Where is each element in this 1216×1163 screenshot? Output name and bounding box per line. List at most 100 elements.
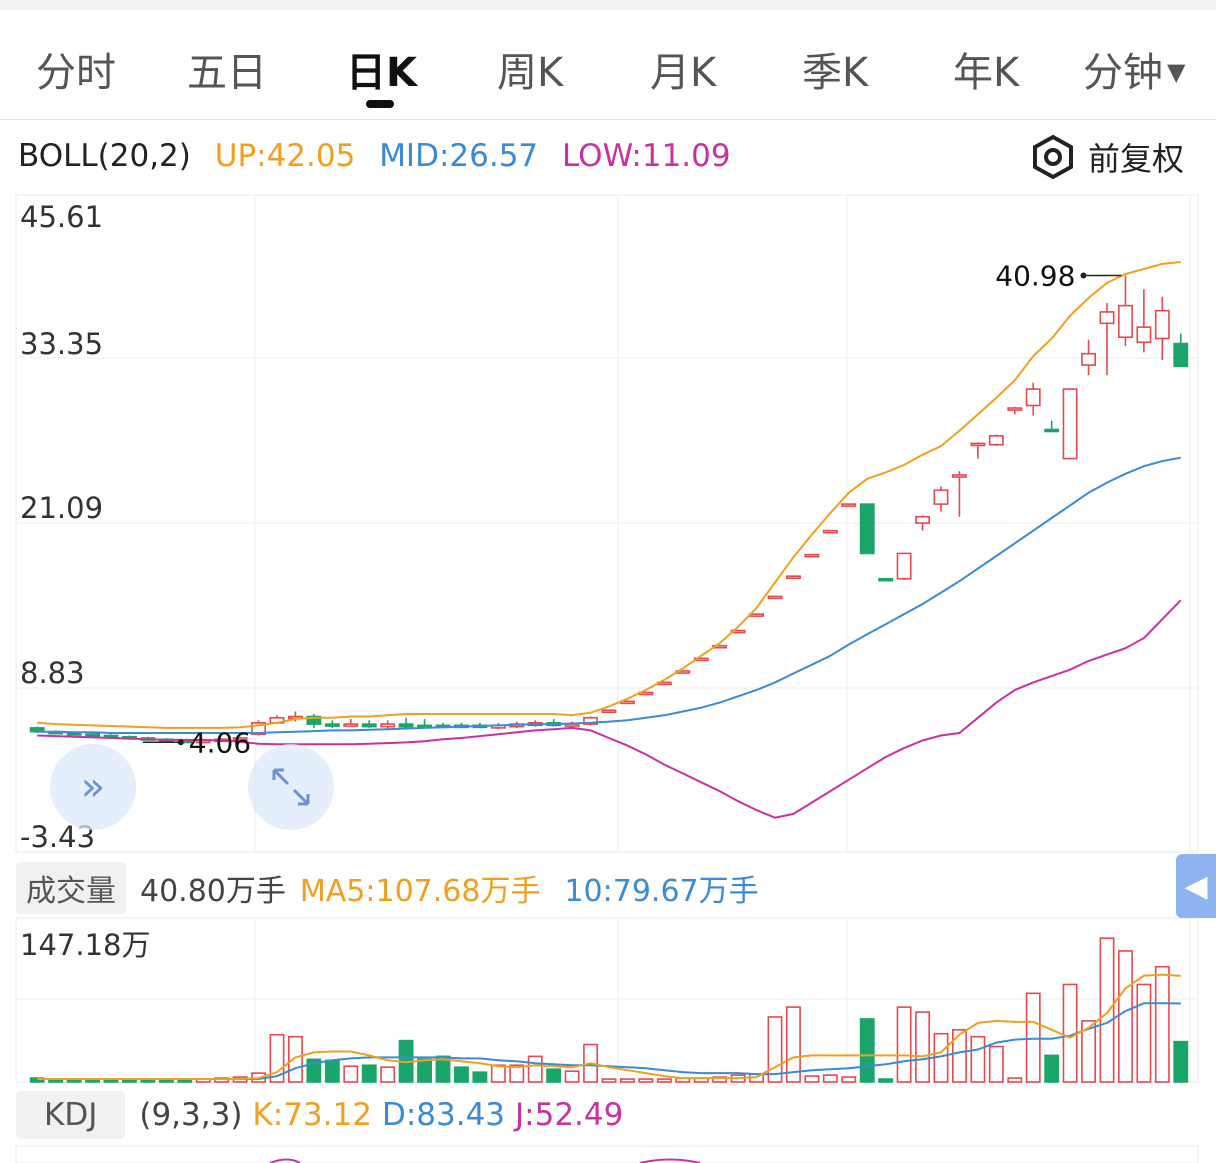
volume-bar — [841, 1076, 857, 1083]
volume-bar — [822, 1074, 838, 1083]
tab-3[interactable]: 周K — [497, 40, 563, 98]
tab-1[interactable]: 五日 — [187, 40, 267, 98]
volume-bar — [454, 1066, 469, 1083]
candle-body — [841, 503, 857, 507]
candle-body — [767, 595, 783, 600]
volume-bar — [435, 1055, 451, 1083]
volume-bar — [712, 1076, 728, 1083]
volume-bar — [472, 1071, 488, 1083]
top-strip — [0, 0, 1216, 10]
candle-body — [749, 613, 764, 617]
tab-label: 周K — [497, 50, 564, 96]
candle-body — [324, 723, 340, 727]
volume-bar — [417, 1058, 432, 1083]
candle-body — [915, 515, 930, 524]
candle-body — [601, 709, 617, 713]
volume-bar — [380, 1066, 396, 1083]
tab-2[interactable]: 日K — [346, 40, 417, 98]
volume-bar — [896, 1006, 912, 1083]
max-price-label: 40.98 — [995, 260, 1075, 293]
volume-badge[interactable]: 成交量 — [16, 862, 126, 914]
candle-body — [1118, 304, 1133, 339]
tab-0[interactable]: 分时 — [36, 40, 116, 98]
volume-bar — [1099, 937, 1115, 1083]
volume-bar — [988, 1045, 1004, 1083]
volume-ma5-line — [37, 973, 1181, 1080]
volume-bar — [620, 1078, 635, 1083]
candle-body — [933, 489, 949, 505]
price-adjust-button[interactable]: 前复权 — [1030, 134, 1184, 180]
min-price-dot — [177, 739, 184, 746]
candle-body — [398, 723, 414, 728]
volume-current: 40.80万手 — [140, 874, 286, 909]
volume-bar — [878, 1078, 894, 1083]
fullscreen-arrows-icon — [272, 768, 310, 806]
price-axis-label: 45.61 — [20, 200, 104, 234]
volume-bar — [1025, 992, 1041, 1083]
volume-bar — [288, 1035, 303, 1083]
tab-label: 月K — [650, 50, 717, 96]
candle-body — [361, 723, 377, 728]
volume-bar — [1118, 950, 1133, 1083]
boll-mid-line — [37, 456, 1181, 734]
volume-ma10: 10:79.67万手 — [564, 874, 759, 909]
candle-body — [1025, 388, 1041, 407]
price-axis-label: 8.83 — [20, 656, 85, 690]
volume-bar — [324, 1059, 340, 1083]
tab-label: 日K — [346, 50, 417, 96]
volume-bar — [343, 1065, 359, 1083]
candle-body — [1173, 342, 1189, 368]
tab-4[interactable]: 月K — [650, 40, 716, 98]
kdj-d: D:83.43 — [381, 1097, 506, 1133]
candle-body — [804, 553, 820, 558]
price-axis-label: 33.35 — [20, 327, 104, 361]
kdj-k: K:73.12 — [252, 1097, 372, 1133]
candle-body — [859, 503, 875, 555]
volume-bar — [656, 1078, 672, 1083]
fullscreen-button[interactable] — [248, 744, 334, 830]
tab-7[interactable]: 分钟 ▼ — [1083, 40, 1185, 98]
candle-body — [988, 435, 1004, 446]
candle-body — [786, 575, 801, 579]
tab-5[interactable]: 季K — [802, 40, 868, 98]
candle-body — [1136, 326, 1152, 344]
collapse-panel-button[interactable]: ◀ — [1176, 854, 1216, 918]
boll-up-value: UP:42.05 — [214, 138, 356, 174]
expand-chart-button[interactable]: » — [50, 744, 136, 830]
kdj-legend: KDJ (9,3,3) K:73.12 D:83.43 J:52.49 — [16, 1090, 623, 1140]
candle-body — [822, 529, 838, 534]
kdj-j-line — [639, 1158, 701, 1163]
boll-low-line — [37, 599, 1182, 819]
volume-bar — [509, 1064, 525, 1083]
volume-bar — [952, 1028, 967, 1083]
boll-mid-value: MID:26.57 — [379, 138, 539, 174]
kdj-panel-frame — [15, 1145, 1199, 1163]
price-axis-label: 21.09 — [20, 491, 104, 525]
volume-legend: 成交量 40.80万手 MA5:107.68万手 10:79.67万手 — [16, 862, 759, 914]
kdj-badge[interactable]: KDJ — [16, 1091, 126, 1139]
volume-axis-max: 147.18万 — [20, 928, 151, 962]
volume-ma5: MA5:107.68万手 — [299, 874, 541, 909]
candle-body — [970, 442, 986, 447]
tab-label: 五日 — [187, 50, 267, 96]
period-tab-bar: 分时 五日 日K 周K 月K 季K 年K 分钟 ▼ — [0, 10, 1216, 120]
max-price-dot — [1080, 272, 1087, 279]
candle-body — [85, 733, 100, 738]
min-price-label: 4.06 — [189, 726, 251, 759]
volume-bar — [970, 1035, 986, 1083]
candle-body — [232, 737, 248, 741]
candle-body — [306, 715, 322, 725]
volume-bar — [859, 1018, 875, 1083]
tab-6[interactable]: 年K — [953, 40, 1019, 98]
boll-name: BOLL(20,2) — [18, 138, 191, 174]
candle-body — [878, 577, 894, 582]
kdj-params: (9,3,3) — [139, 1097, 243, 1133]
active-tab-indicator — [366, 100, 394, 108]
volume-bar — [638, 1078, 654, 1083]
candle-body — [380, 723, 396, 728]
volume-bar — [490, 1064, 506, 1083]
boll-legend: BOLL(20,2) UP:42.05 MID:26.57 LOW:11.09 — [18, 138, 745, 174]
candle-body — [1099, 311, 1115, 325]
volume-bar — [564, 1070, 580, 1083]
